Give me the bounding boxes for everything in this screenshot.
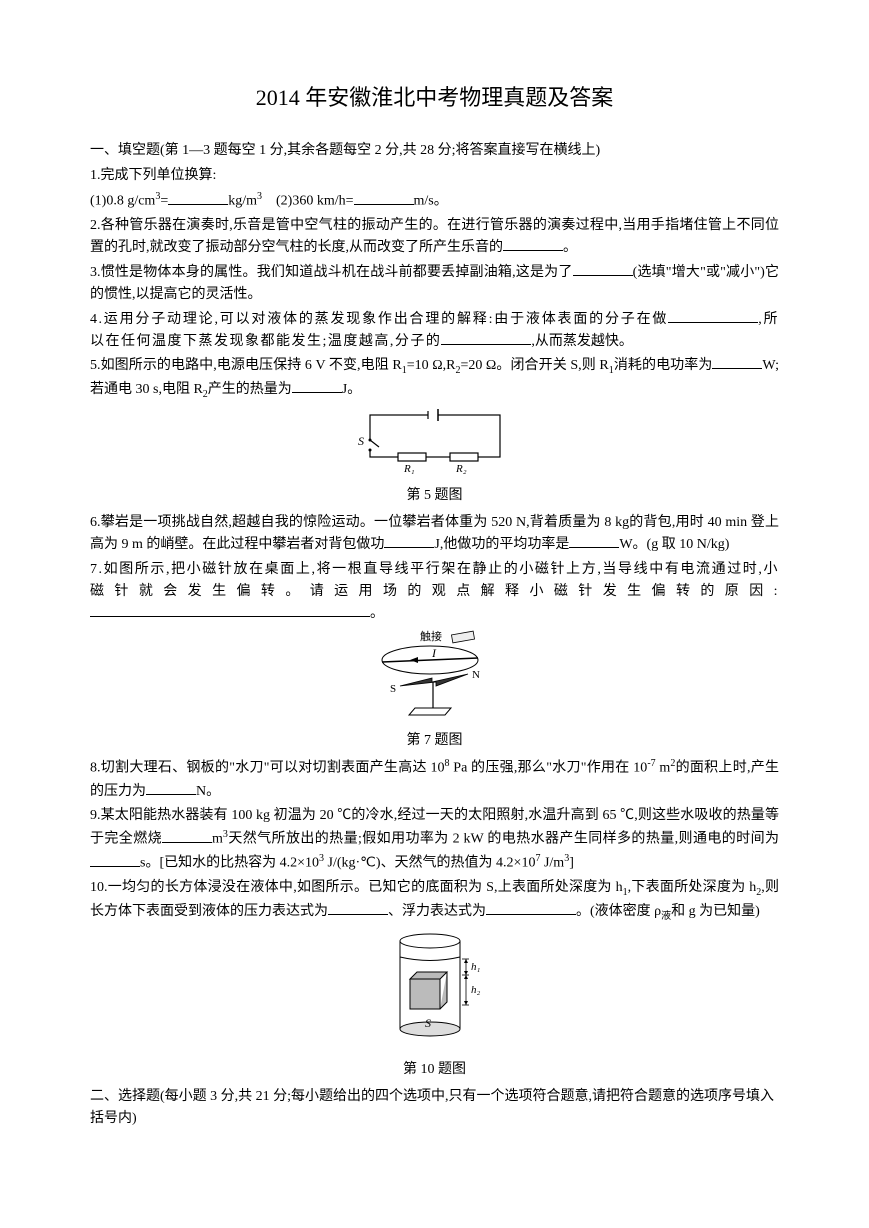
figure-7: 触接 I N S 第 7 题图 bbox=[90, 630, 779, 753]
section1-header: 一、填空题(第 1—3 题每空 1 分,其余各题每空 2 分,共 28 分;将答… bbox=[90, 140, 779, 162]
q10-tail: 和 g 为已知量) bbox=[671, 904, 760, 919]
q5-pre: 5.如图所示的电路中,电源电压保持 6 V 不变,电阻 R bbox=[90, 358, 402, 373]
question-1-parts: (1)0.8 g/cm3=kg/m3 (2)360 km/h=m/s。 bbox=[90, 189, 779, 213]
svg-text:S: S bbox=[425, 1016, 431, 1030]
q8-tail: N。 bbox=[196, 784, 220, 799]
question-2: 2.各种管乐器在演奏时,乐音是管中空气柱的振动产生的。在进行管乐器的演奏过程中,… bbox=[90, 215, 779, 260]
figure-5: S R₁ R₂ 第 5 题图 bbox=[90, 407, 779, 508]
q5-mid3: 消耗的电功率为 bbox=[614, 358, 713, 373]
question-10: 10.一均匀的长方体浸没在液体中,如图所示。已知它的底面积为 S,上表面所处深度… bbox=[90, 877, 779, 925]
q10-pre: 10.一均匀的长方体浸没在液体中,如图所示。已知它的底面积为 S,上表面所处深度… bbox=[90, 880, 623, 895]
q6-tail: W。(g 取 10 N/kg) bbox=[619, 537, 729, 552]
svg-text:h₂: h₂ bbox=[471, 984, 481, 996]
q3-blank bbox=[573, 262, 633, 276]
question-8: 8.切割大理石、钢板的"水刀"可以对切割表面产生高达 108 Pa 的压强,那么… bbox=[90, 756, 779, 802]
q1-blank2 bbox=[354, 191, 414, 205]
question-9: 9.某太阳能热水器装有 100 kg 初温为 20 ℃的冷水,经过一天的太阳照射… bbox=[90, 805, 779, 875]
q2-text: 2.各种管乐器在演奏时,乐音是管中空气柱的振动产生的。在进行管乐器的演奏过程中,… bbox=[90, 218, 779, 255]
q9-blank1 bbox=[162, 829, 212, 843]
svg-text:S: S bbox=[390, 683, 396, 695]
q8-mid1: Pa 的压强,那么"水刀"作用在 10 bbox=[450, 761, 648, 776]
q2-blank bbox=[503, 237, 563, 251]
svg-text:S: S bbox=[358, 434, 364, 448]
q10-blank2 bbox=[486, 901, 576, 915]
circuit-diagram-icon: S R₁ R₂ bbox=[350, 407, 520, 475]
svg-text:N: N bbox=[472, 669, 480, 681]
section2-header: 二、选择题(每小题 3 分,共 21 分;每小题给出的四个选项中,只有一个选项符… bbox=[90, 1086, 779, 1131]
q8-mid2: m bbox=[656, 761, 671, 776]
q4-blank1 bbox=[668, 309, 758, 323]
magnetic-needle-diagram-icon: 触接 I N S bbox=[360, 630, 510, 720]
q1-blank1 bbox=[168, 191, 228, 205]
q4-tail: ,从而蒸发越快。 bbox=[531, 334, 633, 349]
q1-part2-pre: (2)360 km/h= bbox=[262, 194, 354, 209]
svg-text:R₂: R₂ bbox=[455, 463, 467, 475]
q1-unit1-pre: kg/m bbox=[228, 194, 257, 209]
q10-sub: 液 bbox=[661, 911, 671, 922]
q9-tail: ] bbox=[569, 856, 574, 871]
svg-text:h₁: h₁ bbox=[471, 961, 481, 973]
svg-text:R₁: R₁ bbox=[403, 463, 415, 475]
q1-eq: = bbox=[160, 194, 168, 209]
q10-blank1 bbox=[328, 901, 388, 915]
q9-mid3: J/(kg·℃)、天然气的热值为 4.2×10 bbox=[324, 856, 535, 871]
question-3: 3.惯性是物体本身的属性。我们知道战斗机在战斗前都要丢掉副油箱,这是为了(选填"… bbox=[90, 262, 779, 307]
question-1: 1.完成下列单位换算: bbox=[90, 165, 779, 187]
q6-blank1 bbox=[384, 534, 434, 548]
q5-blank1 bbox=[712, 355, 762, 369]
q9-mid2: s。[已知水的比热容为 4.2×10 bbox=[140, 856, 319, 871]
fig5-caption: 第 5 题图 bbox=[90, 485, 779, 507]
buoyancy-diagram-icon: h₁ h₂ S bbox=[375, 929, 495, 1049]
q10-mid3: 、浮力表达式为 bbox=[388, 904, 486, 919]
q5-blank2 bbox=[292, 379, 342, 393]
q10-tail-pre: 。(液体密度 ρ bbox=[576, 904, 661, 919]
q1-unit2: m/s。 bbox=[414, 194, 448, 209]
q5-mid5: 产生的热量为 bbox=[208, 382, 292, 397]
q5-mid2: =20 Ω。闭合开关 S,则 R bbox=[460, 358, 608, 373]
q5-mid1: =10 Ω,R bbox=[407, 358, 456, 373]
q7-tail: 。 bbox=[370, 606, 384, 621]
q4-pre: 4.运用分子动理论,可以对液体的蒸发现象作出合理的解释:由于液体表面的分子在做 bbox=[90, 312, 668, 327]
q10-mid1: ,下表面所处深度为 h bbox=[628, 880, 757, 895]
q8-blank bbox=[146, 781, 196, 795]
question-6: 6.攀岩是一项挑战自然,超越自我的惊险运动。一位攀岩者体重为 520 N,背着质… bbox=[90, 512, 779, 557]
q1-stem: 1.完成下列单位换算: bbox=[90, 168, 216, 183]
q9-blank2 bbox=[90, 853, 140, 867]
q2-tail: 。 bbox=[563, 240, 577, 255]
q8-exp2: -7 bbox=[647, 758, 655, 769]
q1-part1-pre: (1)0.8 g/cm bbox=[90, 194, 155, 209]
question-7: 7.如图所示,把小磁针放在桌面上,将一根直导线平行架在静止的小磁针上方,当导线中… bbox=[90, 559, 779, 626]
q4-blank2 bbox=[441, 331, 531, 345]
q9-mid1: 天然气所放出的热量;假如用功率为 2 kW 的电热水器产生同样多的热量,则通电的… bbox=[228, 832, 779, 847]
q3-pre: 3.惯性是物体本身的属性。我们知道战斗机在战斗前都要丢掉副油箱,这是为了 bbox=[90, 265, 573, 280]
q7-blank bbox=[90, 603, 370, 617]
q8-pre: 8.切割大理石、钢板的"水刀"可以对切割表面产生高达 10 bbox=[90, 761, 445, 776]
q6-mid: J,他做功的平均功率是 bbox=[434, 537, 569, 552]
question-4: 4.运用分子动理论,可以对液体的蒸发现象作出合理的解释:由于液体表面的分子在做,… bbox=[90, 309, 779, 354]
exam-title: 2014 年安徽淮北中考物理真题及答案 bbox=[90, 80, 779, 115]
svg-text:I: I bbox=[431, 646, 437, 660]
figure-10: h₁ h₂ S 第 10 题图 bbox=[90, 929, 779, 1082]
fig10-caption: 第 10 题图 bbox=[90, 1059, 779, 1081]
q5-tail: J。 bbox=[342, 382, 361, 397]
fig7-caption: 第 7 题图 bbox=[90, 730, 779, 752]
q7-pre: 7.如图所示,把小磁针放在桌面上,将一根直导线平行架在静止的小磁针上方,当导线中… bbox=[90, 562, 779, 599]
question-5: 5.如图所示的电路中,电源电压保持 6 V 不变,电阻 R1=10 Ω,R2=2… bbox=[90, 355, 779, 403]
q9-mid4: J/m bbox=[540, 856, 564, 871]
svg-text:触接: 触接 bbox=[420, 630, 442, 643]
q6-blank2 bbox=[569, 534, 619, 548]
q9-mid1-pre: m bbox=[212, 832, 223, 847]
